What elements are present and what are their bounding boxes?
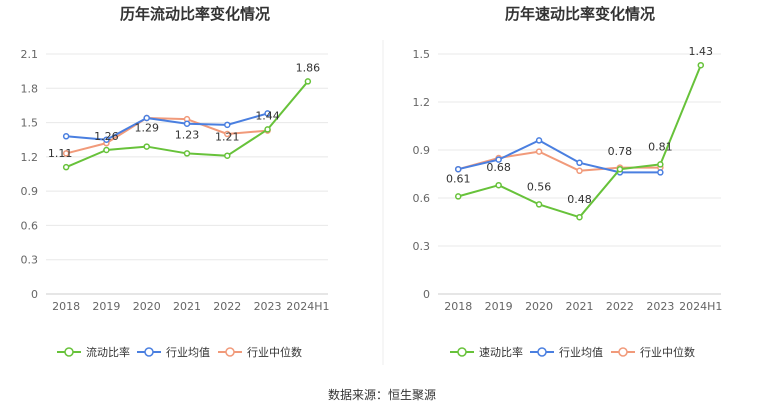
data-label: 0.78 [608, 145, 633, 158]
legend-label: 行业中位数 [640, 345, 695, 359]
data-point [183, 150, 191, 157]
data-label: 1.29 [134, 122, 159, 135]
x-tick-label: 2019 [485, 300, 513, 313]
legend-marker [537, 347, 547, 357]
y-tick-label: 1.5 [413, 48, 431, 61]
data-label: 0.61 [446, 172, 471, 185]
chart-title: 历年速动比率变化情况 [505, 5, 655, 23]
data-point [62, 150, 70, 157]
y-tick-label: 0 [423, 288, 430, 301]
data-point [454, 193, 462, 200]
data-point [143, 143, 150, 150]
legend-label: 速动比率 [479, 345, 523, 359]
y-tick-label: 0.6 [413, 192, 431, 205]
legend-marker [618, 347, 628, 357]
data-source: 数据来源：恒生聚源 [328, 387, 436, 402]
y-tick-label: 2.1 [21, 48, 39, 61]
data-label: 0.48 [567, 193, 592, 206]
x-tick-label: 2021 [173, 300, 201, 313]
quick-ratio-chart: 历年速动比率变化情况 0 0.3 0.6 0.9 1.2 1.5 2018 2019 2020 20… [413, 5, 723, 359]
data-point [576, 167, 583, 175]
data-point [224, 152, 231, 159]
y-tick-label: 1.8 [21, 82, 39, 95]
x-tick-label: 2018 [52, 300, 80, 313]
x-tick-label: 2020 [525, 300, 553, 313]
data-point [576, 213, 583, 221]
data-point [103, 136, 110, 143]
y-tick-label: 0.3 [413, 240, 431, 253]
data-point [183, 120, 191, 127]
data-point [264, 126, 271, 133]
data-point [535, 201, 543, 208]
data-label: 1.26 [94, 130, 119, 143]
x-tick-label: 2020 [133, 300, 161, 313]
data-point [657, 161, 664, 168]
x-tick-label: 2022 [213, 300, 241, 313]
data-point [264, 110, 271, 117]
chart-title: 历年流动比率变化情况 [120, 5, 270, 23]
x-tick-label: 2021 [566, 300, 594, 313]
data-point [224, 130, 231, 138]
legend-label: 行业中位数 [247, 345, 302, 359]
current-ratio-chart: 历年流动比率变化情况 0 0.3 0.6 0.9 1.2 1.5 1.8 2.1 2018 2019… [21, 5, 330, 359]
legend-label: 行业均值 [166, 346, 210, 359]
data-label: 0.68 [486, 161, 511, 174]
y-tick-label: 0 [31, 288, 38, 301]
legend-marker [64, 347, 74, 357]
data-label: 0.81 [648, 140, 673, 153]
legend-label: 行业均值 [559, 346, 603, 359]
data-label: 1.23 [175, 128, 200, 141]
legend-marker [225, 347, 235, 357]
data-point [576, 159, 583, 167]
data-point [62, 163, 70, 171]
x-tick-label: 2023 [254, 300, 282, 313]
y-tick-label: 0.6 [21, 219, 39, 232]
data-point [616, 165, 624, 173]
data-label: 1.86 [296, 61, 321, 74]
legend-marker [457, 347, 467, 357]
y-tick-label: 1.2 [21, 151, 39, 164]
data-point [535, 148, 543, 155]
x-tick-label: 2018 [444, 300, 472, 313]
data-label: 1.43 [689, 45, 714, 58]
y-tick-label: 0.9 [413, 144, 431, 157]
x-tick-label: 2019 [92, 300, 120, 313]
y-tick-label: 0.9 [21, 185, 39, 198]
x-tick-label: 2024H1 [286, 300, 329, 313]
data-point [454, 165, 462, 173]
data-point [304, 78, 312, 85]
data-label: 1.11 [48, 147, 73, 160]
data-point [62, 133, 70, 140]
data-label: 1.21 [215, 131, 240, 144]
data-point [535, 137, 543, 144]
series-line [66, 112, 268, 141]
y-tick-label: 1.5 [21, 117, 39, 130]
legend-marker [144, 347, 154, 357]
x-tick-label: 2023 [646, 300, 674, 313]
x-tick-label: 2024H1 [679, 300, 722, 313]
data-point [657, 169, 664, 176]
data-label: 1.44 [255, 109, 280, 122]
data-point [143, 114, 150, 122]
data-point [495, 156, 502, 163]
legend-label: 流动比率 [86, 345, 130, 359]
data-point [495, 181, 502, 189]
series-line [457, 139, 661, 174]
series-line [65, 117, 268, 155]
y-tick-label: 0.3 [21, 254, 39, 267]
data-point [224, 121, 231, 129]
x-tick-label: 2022 [606, 300, 634, 313]
data-label: 0.56 [527, 180, 552, 193]
y-tick-label: 1.2 [413, 96, 431, 109]
data-point [103, 146, 110, 154]
data-point [697, 61, 705, 69]
